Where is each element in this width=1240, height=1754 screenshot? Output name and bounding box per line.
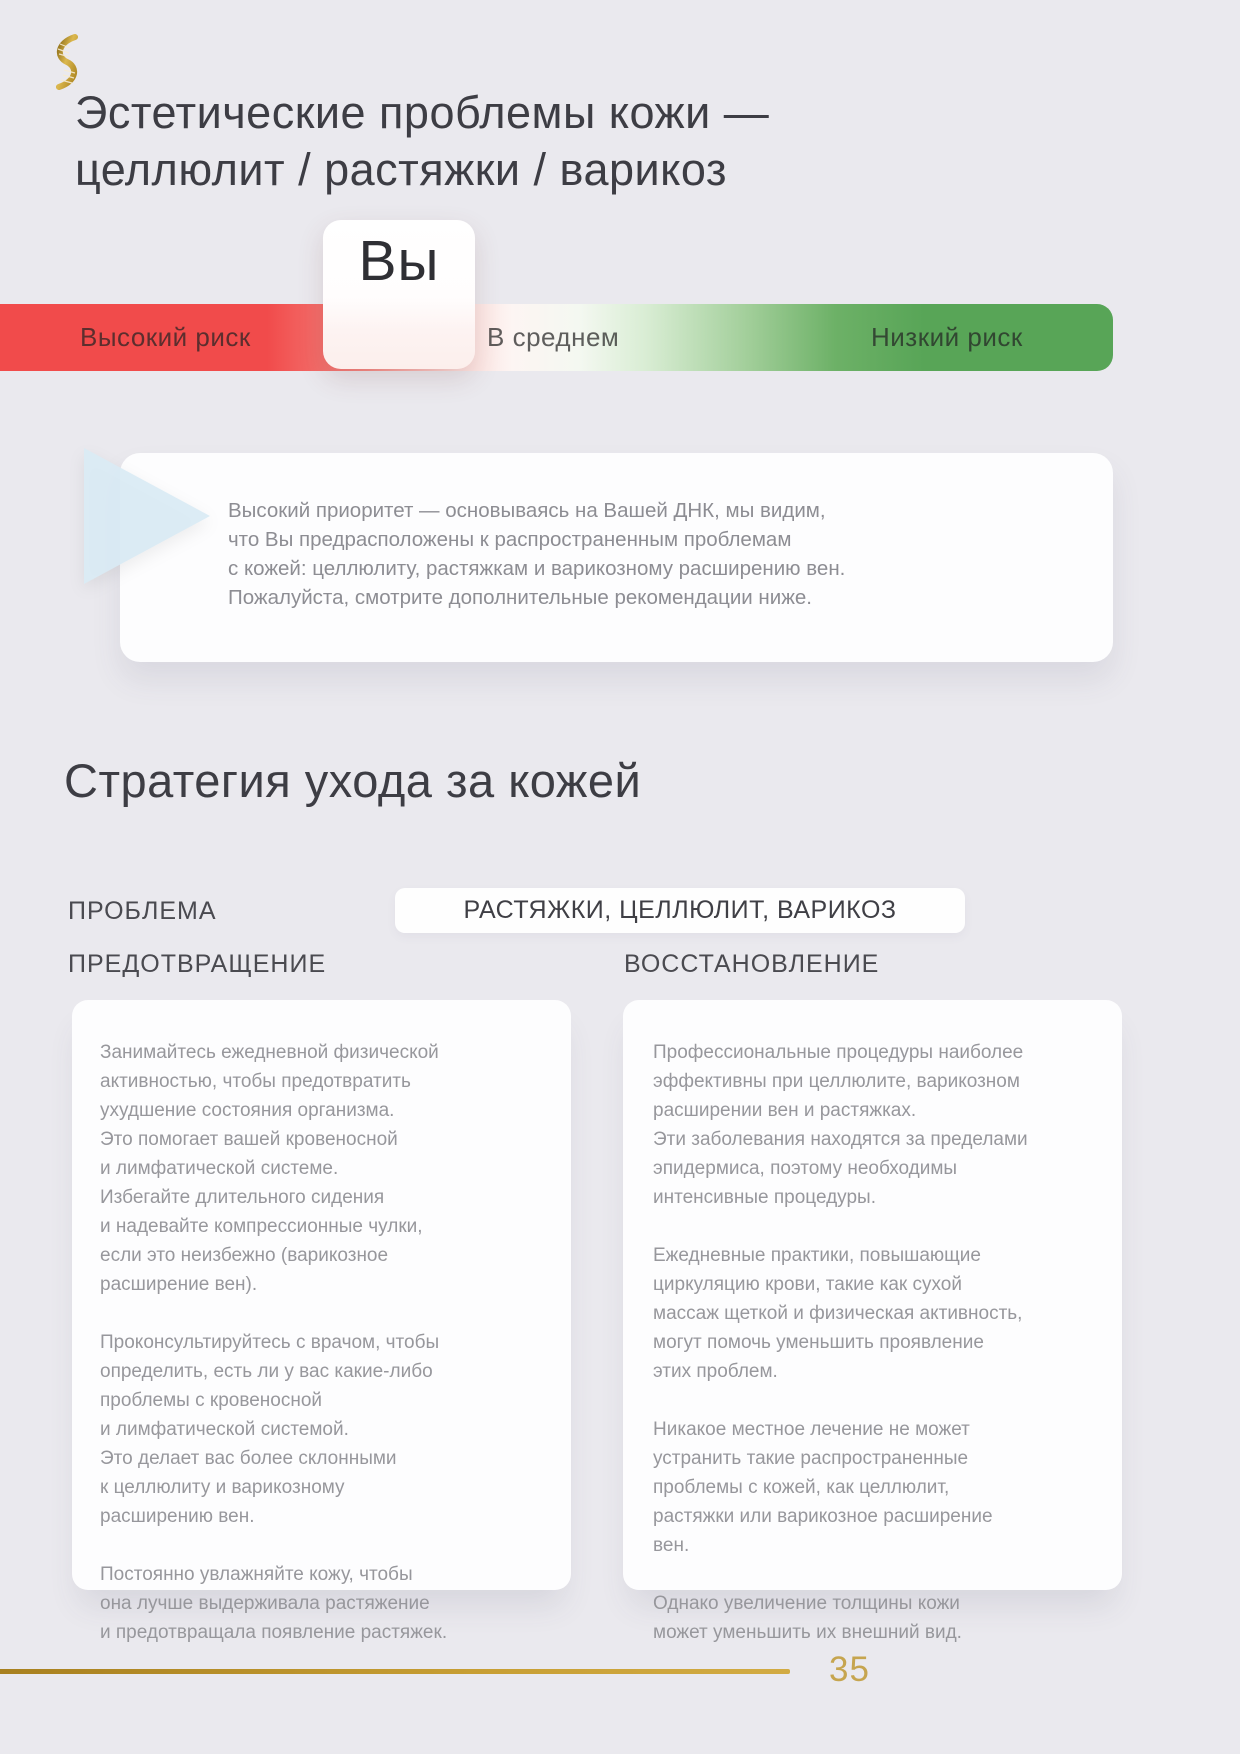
recovery-column-label: ВОССТАНОВЛЕНИЕ xyxy=(624,950,880,978)
card-paragraph: Проконсультируйтесь с врачом, чтобы опре… xyxy=(100,1332,440,1527)
card-paragraph: Ежедневные практики, повышающие циркуляц… xyxy=(653,1245,1023,1382)
prevention-column-label: ПРЕДОТВРАЩЕНИЕ xyxy=(68,950,327,978)
prevention-card: Занимайтесь ежедневной физической активн… xyxy=(72,1000,571,1643)
problem-value-text: РАСТЯЖКИ, ЦЕЛЛЮЛИТ, ВАРИКОЗ xyxy=(463,896,897,924)
priority-callout-text: Высокий приоритет — основываясь на Вашей… xyxy=(228,499,846,609)
footer-divider-line xyxy=(0,1669,790,1674)
risk-gradient-bar: Высокий риск В среднем Низкий риск xyxy=(0,304,1113,371)
risk-marker-label: Вы xyxy=(358,229,440,293)
card-paragraph: Занимайтесь ежедневной физической активн… xyxy=(100,1042,439,1295)
page-title: Эстетические проблемы кожи — целлюлит / … xyxy=(75,87,770,195)
card-paragraph: Никакое местное лечение не может устрани… xyxy=(653,1419,993,1556)
page-number: 35 xyxy=(829,1650,870,1689)
problem-label: ПРОБЛЕМА xyxy=(68,897,217,925)
dna-helix-icon xyxy=(46,34,88,90)
priority-callout-card xyxy=(120,453,1113,662)
card-paragraph: Постоянно увлажняйте кожу, чтобы она луч… xyxy=(100,1564,448,1643)
risk-marker-you: Вы xyxy=(323,220,475,369)
card-paragraph: Однако увеличение толщины кожи может уме… xyxy=(653,1593,962,1643)
triangle-pointer-icon xyxy=(84,448,210,584)
recovery-card: Профессиональные процедуры наиболее эффе… xyxy=(623,1000,1122,1643)
risk-label-high: Высокий риск xyxy=(80,322,251,352)
card-paragraph: Профессиональные процедуры наиболее эффе… xyxy=(653,1042,1028,1208)
section-title: Стратегия ухода за кожей xyxy=(64,754,642,807)
risk-label-mid: В среднем xyxy=(487,322,620,352)
problem-value-chip: РАСТЯЖКИ, ЦЕЛЛЮЛИТ, ВАРИКОЗ xyxy=(395,888,965,933)
risk-label-low: Низкий риск xyxy=(871,322,1023,352)
